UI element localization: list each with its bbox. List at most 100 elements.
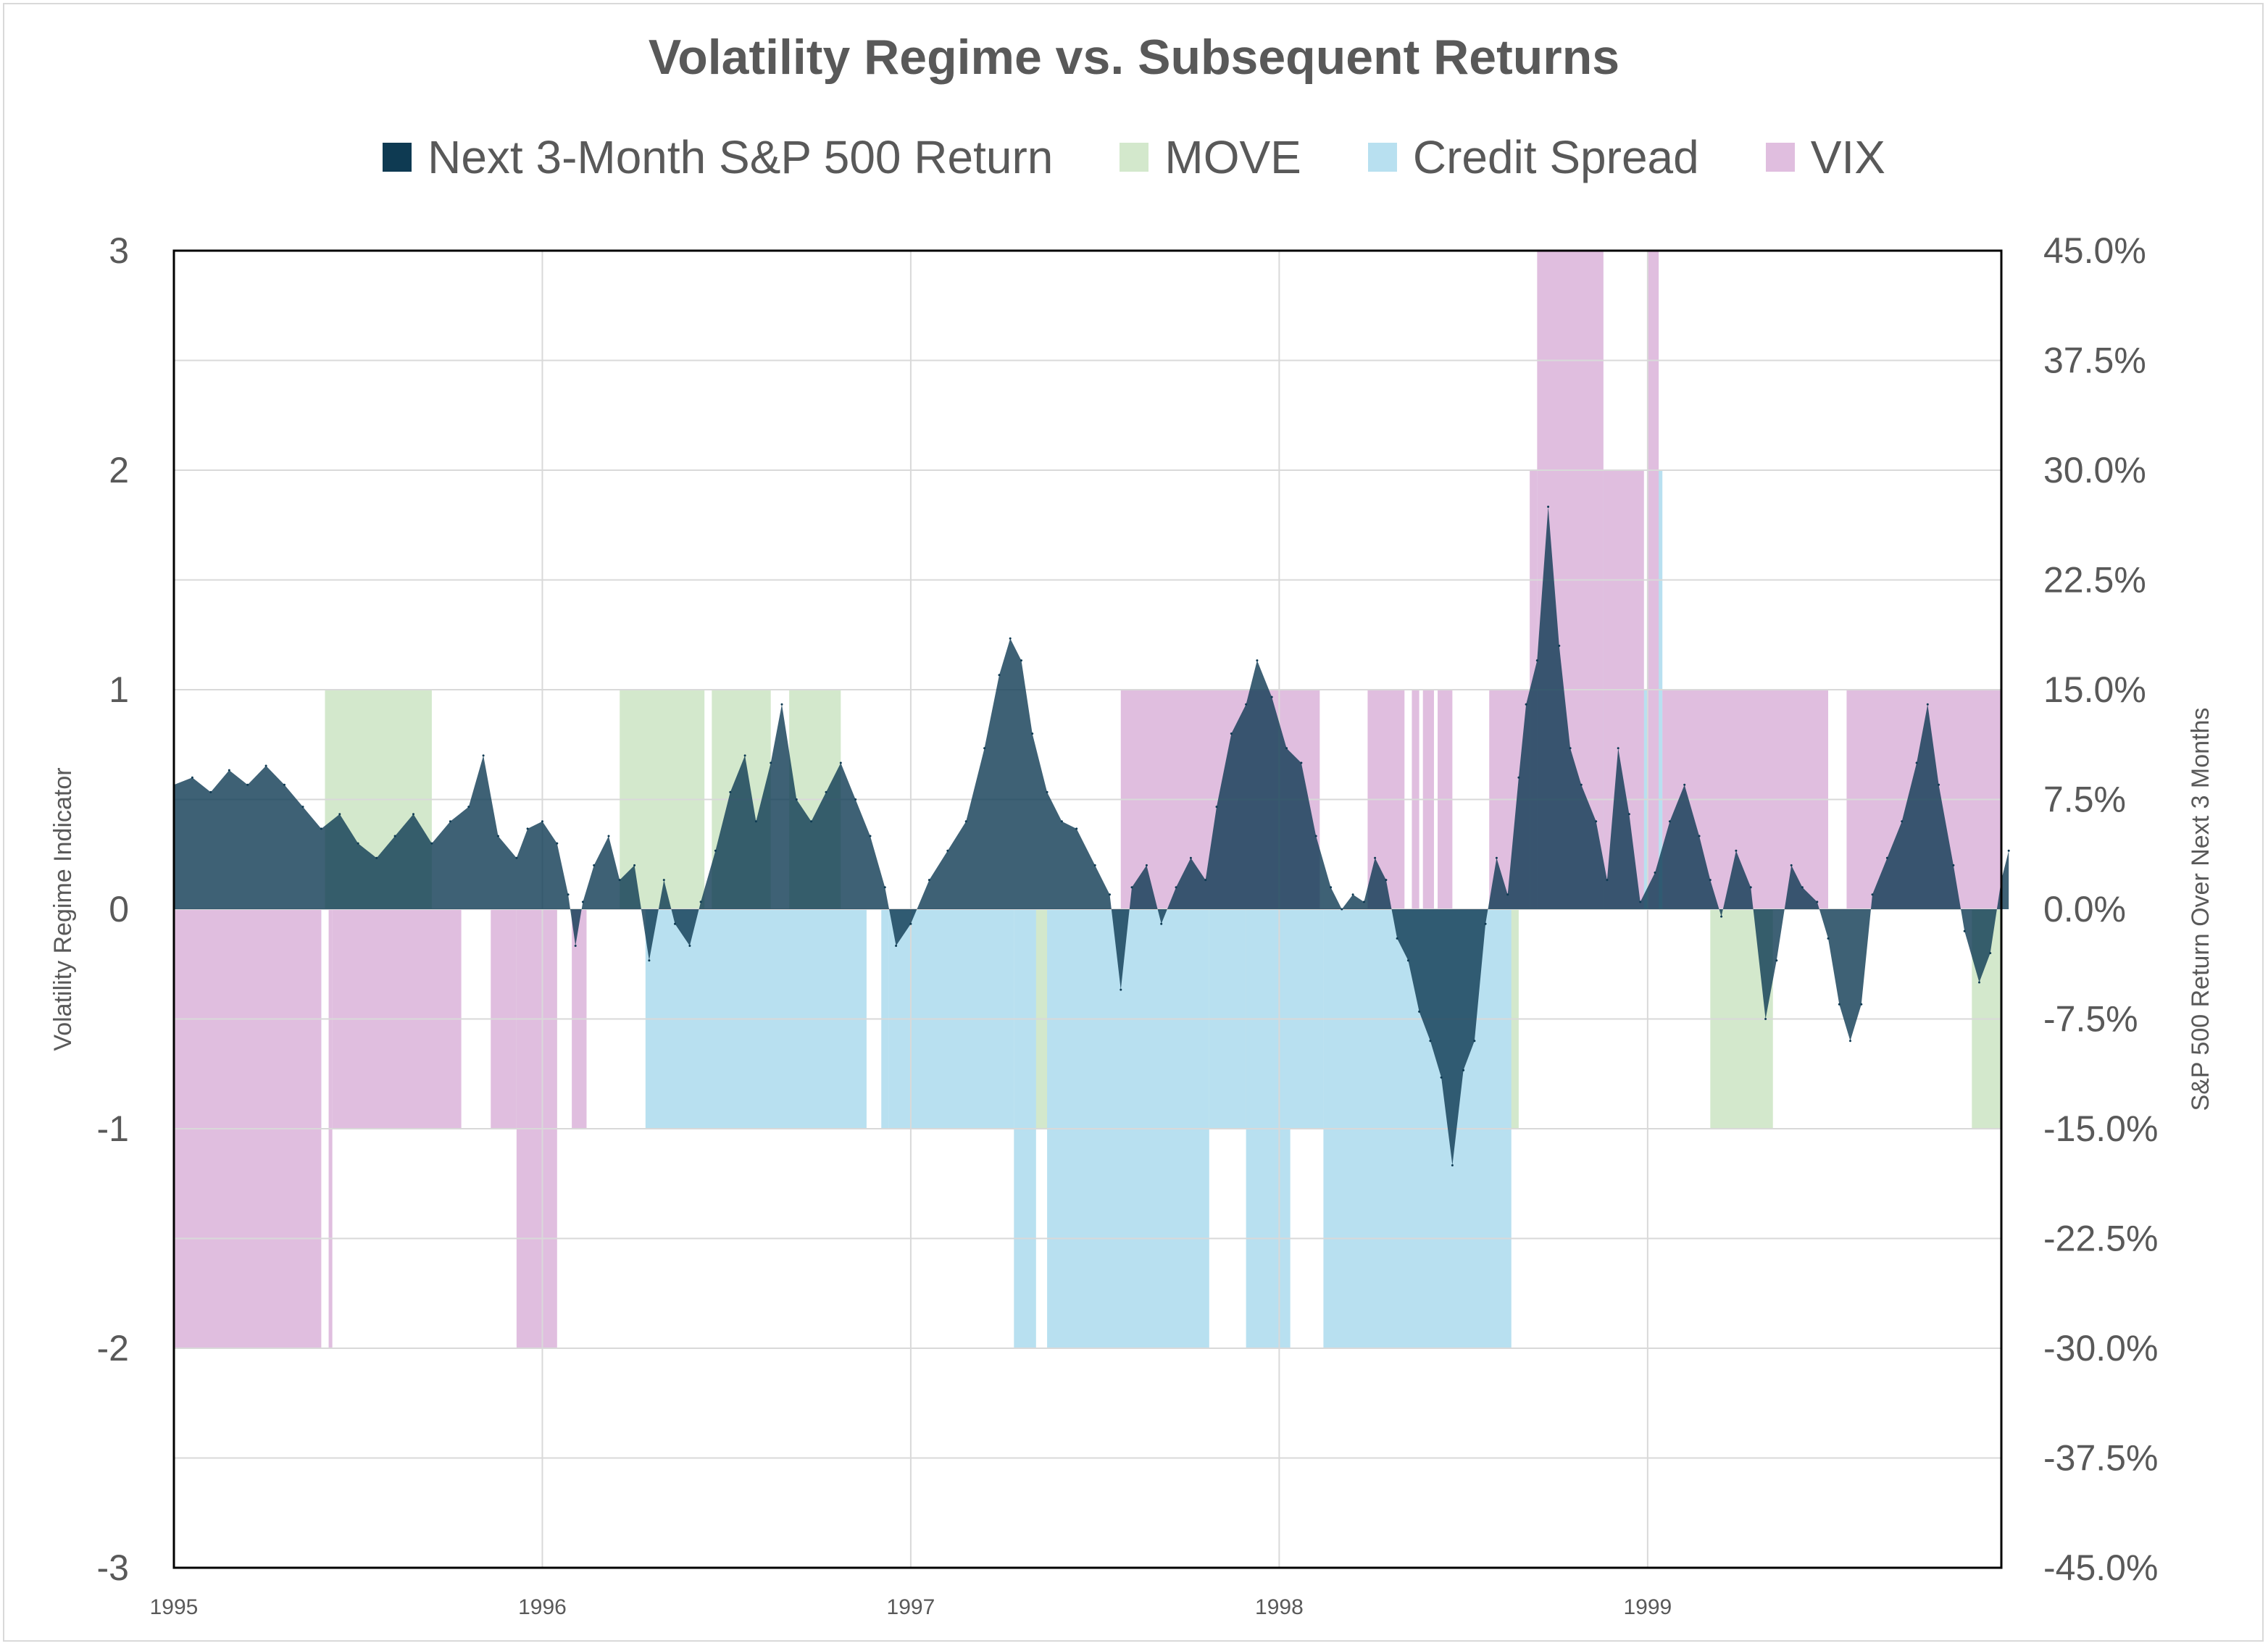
return-point — [1160, 922, 1163, 925]
y-tick-label-right: 15.0% — [2043, 669, 2146, 710]
y-tick-label-right: -22.5% — [2043, 1219, 2158, 1259]
return-point — [1204, 879, 1207, 882]
return-point — [1418, 1010, 1421, 1013]
return-point — [1735, 849, 1738, 852]
return-point — [1749, 886, 1752, 889]
return-point — [1093, 864, 1096, 866]
legend-label-move: MOVE — [1164, 131, 1301, 183]
return-point — [1838, 1003, 1840, 1006]
return-point — [191, 776, 193, 779]
x-tick-label: 1996 — [518, 1595, 567, 1619]
return-point — [1130, 886, 1133, 889]
return-point — [729, 790, 732, 793]
return-point — [810, 820, 813, 823]
return-point — [1362, 901, 1365, 903]
return-point — [1790, 864, 1793, 866]
return-point — [430, 842, 433, 845]
return-point — [567, 893, 570, 896]
return-point — [1720, 915, 1723, 918]
return-point — [770, 761, 772, 764]
legend-item-credit-spread: Credit Spread — [1367, 130, 1699, 184]
legend-item-return: Next 3-Month S&P 500 Return — [383, 130, 1053, 184]
return-point — [1230, 732, 1233, 735]
return-point — [1245, 703, 1248, 706]
y-tick-label-left: -3 — [97, 1547, 129, 1588]
return-point — [1020, 659, 1022, 662]
y-tick-label-right: -37.5% — [2043, 1438, 2158, 1479]
return-point — [1827, 937, 1830, 940]
return-point — [1374, 856, 1377, 859]
return-point — [699, 901, 702, 903]
return-point — [869, 835, 872, 837]
return-point — [946, 849, 949, 852]
return-point — [1314, 835, 1317, 837]
return-point — [393, 835, 396, 837]
return-point — [662, 879, 665, 882]
return-point — [1849, 1040, 1851, 1043]
return-point — [1189, 856, 1192, 859]
y-tick-label-right: -15.0% — [2043, 1108, 2158, 1149]
return-point — [1698, 835, 1701, 837]
y-tick-label-left: 0 — [109, 889, 129, 929]
return-point — [264, 764, 267, 767]
y-tick-label-right: -30.0% — [2043, 1328, 2158, 1369]
return-point — [607, 835, 610, 837]
return-point — [467, 806, 470, 809]
return-point — [338, 813, 341, 816]
return-point — [581, 901, 584, 903]
y-axis-title-left: Volatility Regime Indicator — [49, 767, 77, 1050]
y-tick-label-left: 1 — [109, 669, 129, 710]
return-point — [2007, 849, 2010, 852]
x-tick-label: 1995 — [150, 1595, 199, 1619]
return-point — [1617, 747, 1619, 750]
return-point — [228, 769, 230, 772]
chart-title: Volatility Regime vs. Subsequent Returns — [648, 30, 1620, 85]
legend-swatch-vix — [1765, 143, 1795, 172]
return-point — [998, 674, 1001, 677]
legend-item-move: MOVE — [1120, 130, 1301, 184]
y-tick-label-left: 2 — [109, 450, 129, 490]
return-point — [1683, 783, 1686, 786]
return-point — [283, 783, 285, 786]
return-point — [1569, 747, 1572, 750]
return-point — [795, 798, 798, 801]
y-tick-label-right: 45.0% — [2043, 230, 2146, 271]
return-point — [1285, 747, 1288, 750]
return-point — [320, 827, 322, 830]
return-point — [526, 827, 529, 830]
return-point — [1775, 959, 1778, 962]
return-point — [1270, 695, 1273, 698]
y-tick-label-right: 30.0% — [2043, 450, 2146, 490]
return-point — [1885, 856, 1888, 859]
return-point — [618, 879, 621, 882]
return-point — [1060, 820, 1063, 823]
legend: Next 3-Month S&P 500 Return MOVE Credit … — [0, 130, 2268, 184]
legend-swatch-credit-spread — [1367, 143, 1397, 172]
return-point — [964, 820, 967, 823]
return-point — [1963, 929, 1966, 932]
return-point — [1580, 783, 1583, 786]
return-point — [854, 798, 857, 801]
return-point — [556, 842, 559, 845]
return-point — [1668, 820, 1671, 823]
return-point — [515, 856, 518, 859]
return-point — [674, 922, 676, 925]
chart-frame — [3, 3, 2264, 1642]
return-point — [1535, 659, 1538, 662]
return-point — [1709, 879, 1712, 882]
plot-border — [172, 249, 2003, 1569]
return-point — [593, 864, 596, 866]
x-tick-label: 1999 — [1623, 1595, 1672, 1619]
return-point — [743, 754, 746, 757]
return-point — [1075, 827, 1078, 830]
return-point — [375, 856, 378, 859]
return-point — [839, 761, 842, 764]
return-point — [1175, 886, 1177, 889]
return-point — [1351, 893, 1354, 896]
return-point — [1901, 820, 1904, 823]
y-tick-label-right: 22.5% — [2043, 560, 2146, 601]
return-point — [357, 842, 359, 845]
return-point — [1385, 879, 1388, 882]
return-point — [412, 813, 414, 816]
return-point — [1938, 783, 1940, 786]
